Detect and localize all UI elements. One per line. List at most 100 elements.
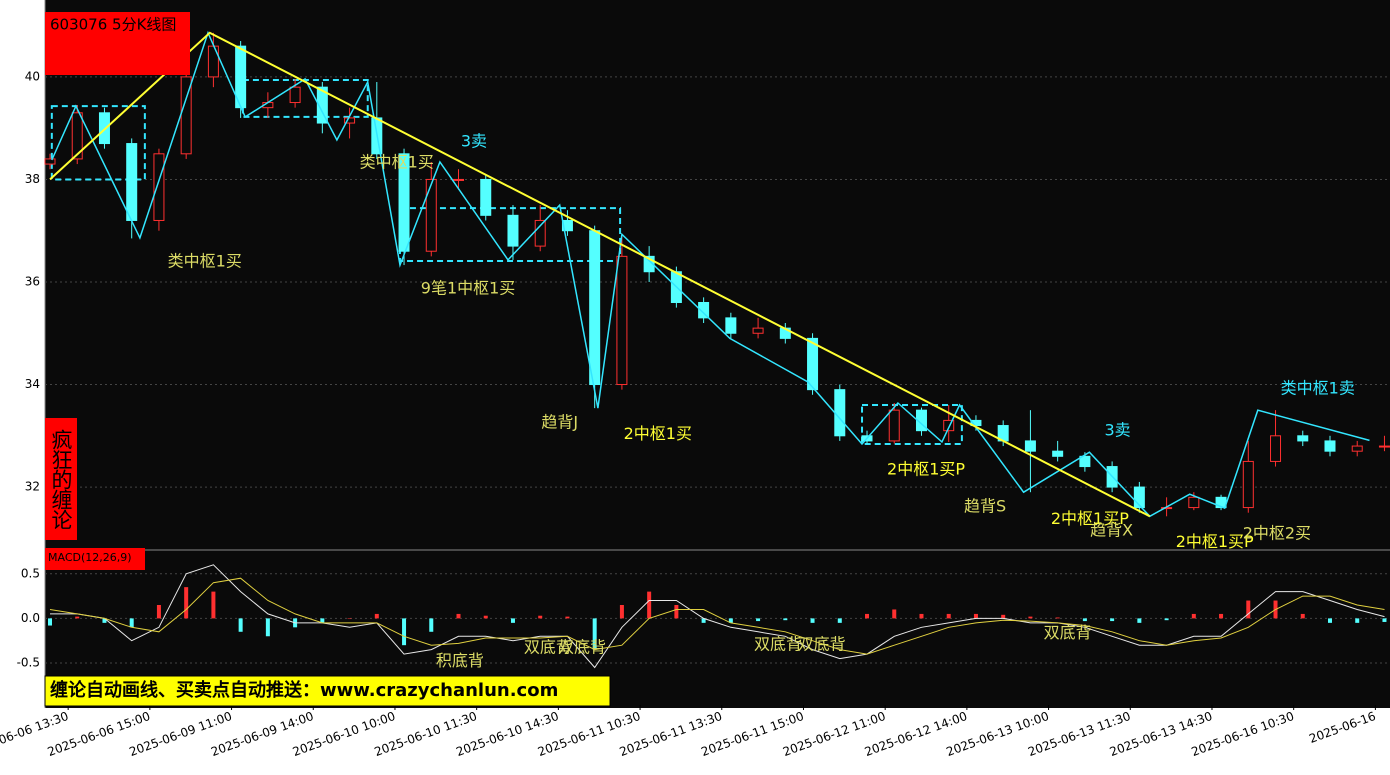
annotation: 2中枢1买P [1176,532,1254,551]
y-tick-label: 38 [25,172,40,186]
macd-bar [1246,600,1251,619]
macd-bar [347,618,352,619]
candle-body [725,317,737,334]
candle-body [1133,486,1145,509]
candle-body [752,327,764,334]
chart-title: 603076 5分K线图 [50,16,176,34]
y-tick-label: 0.0 [21,611,40,625]
candle-body [480,178,492,216]
candle-body [1024,440,1036,452]
candle-body [507,214,519,247]
annotation: 类中枢1买 [360,153,434,172]
annotation: 类中枢1买 [168,251,242,270]
candle-body [126,143,138,221]
macd-bar [483,615,488,619]
macd-bar [456,613,461,619]
candle-body [153,153,165,221]
candle-body [289,86,301,104]
trend-line [49,31,1151,518]
candle-body [643,255,655,273]
annotation: 2中枢1买P [1051,509,1129,528]
price-panel: 3234363840类中枢1买类中枢1买3卖9笔1中枢1买趋背J2中枢1买2中枢… [25,30,1390,551]
candle-body [1270,435,1282,462]
candle-body [71,112,83,160]
macd-bar [429,618,434,632]
candle-body [943,419,955,432]
y-tick-label: 32 [25,480,40,494]
annotation: 趋背X [1090,521,1133,540]
plot-background [45,0,1390,708]
macd-bar [837,618,842,623]
candle-body [698,301,710,319]
title-box [45,12,190,75]
annotation: 双底背 [754,635,802,654]
annotation: 积底背 [436,651,484,670]
annotation: 双底背 [798,635,846,654]
macd-bar [1164,618,1169,621]
macd-bar [1082,618,1087,622]
annotation: 双底背 [1044,623,1092,642]
macd-bar [238,618,243,632]
macd-line [50,564,1385,669]
annotation: 9笔1中枢1买 [421,279,516,298]
candle-body [453,178,465,181]
candle-body [834,389,846,437]
macd-bar [402,618,407,646]
macd-bar [1055,617,1060,619]
y-tick-label: -0.5 [17,656,40,670]
macd-bar [1355,618,1360,623]
y-tick-label: 40 [25,69,40,83]
candle-body [534,219,546,247]
annotation: 双底背 [524,637,572,656]
side-label: 疯狂的缠论 [45,418,77,540]
annotation: 2中枢1买P [887,460,965,479]
macd-bar [1137,618,1142,623]
macd-bar [48,618,52,626]
candle-body [1242,460,1254,509]
candle-body [1188,496,1200,509]
banner-box [44,675,611,707]
pivot-box [398,207,622,262]
candle-body [44,158,56,165]
candle-body [561,219,573,232]
annotation: 3卖 [461,132,487,151]
macd-bar [756,618,761,622]
macd-bar [892,609,897,619]
candle-body [807,337,819,391]
x-tick-label: 2025-06-16 [1307,709,1377,746]
candle-body [888,409,900,442]
macd-bar [701,618,706,623]
candle-body [616,255,628,386]
macd-bar [810,618,815,623]
macd-bar [184,587,189,619]
candle-body [1351,445,1363,452]
annotation: 3卖 [1104,421,1130,440]
macd-bar [1191,613,1196,619]
candle-body [1052,450,1064,457]
macd-bar [865,613,870,619]
macd-bar [946,613,951,619]
y-tick-label: 34 [25,377,40,391]
candle-body [1079,455,1091,468]
macd-bar [510,618,515,623]
macd-bar [75,616,80,619]
annotation: 趋背J [541,412,578,431]
macd-bar [374,613,379,619]
macd-bar [619,605,624,619]
macd-bar [265,618,270,637]
macd-line [49,577,1385,655]
macd-bar [129,618,134,628]
macd-bar [102,618,107,623]
y-tick-label: 0.5 [21,566,40,580]
candle-body [207,45,219,78]
macd-bar [728,618,733,623]
macd-bar [538,615,543,619]
macd-bar [211,591,216,619]
candle-body [589,230,601,386]
pivot-box [50,105,146,181]
candle-body [970,419,982,427]
macd-title: MACD(12,26,9) [48,551,132,564]
macd-title-box [45,548,145,570]
macd-bar [565,616,570,619]
